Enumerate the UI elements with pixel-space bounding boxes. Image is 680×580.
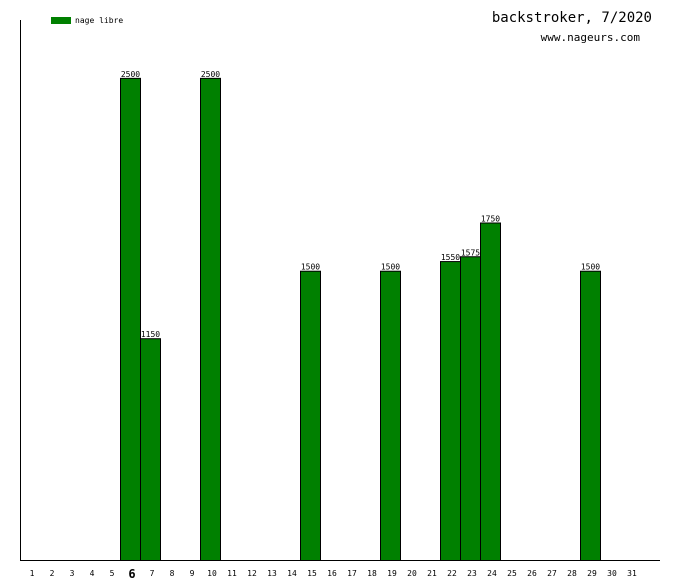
x-tick-label: 11 bbox=[227, 569, 237, 578]
x-tick-label: 15 bbox=[307, 569, 317, 578]
x-tick-label: 27 bbox=[547, 569, 557, 578]
x-tick-label: 8 bbox=[170, 569, 175, 578]
x-tick-label: 28 bbox=[567, 569, 577, 578]
x-tick-label: 5 bbox=[110, 569, 115, 578]
x-tick-label: 1 bbox=[30, 569, 35, 578]
x-tick-label: 16 bbox=[327, 569, 337, 578]
bar-value-label: 1500 bbox=[581, 263, 600, 272]
x-tick-label: 13 bbox=[267, 569, 277, 578]
legend-swatch bbox=[51, 17, 71, 24]
x-tick-label: 4 bbox=[90, 569, 95, 578]
bar-value-label: 1575 bbox=[461, 248, 480, 257]
x-tick-label: 3 bbox=[70, 569, 75, 578]
bar bbox=[200, 77, 221, 561]
bar bbox=[580, 270, 601, 561]
bar-value-label: 2500 bbox=[201, 70, 220, 79]
bar bbox=[460, 256, 481, 561]
chart-title: backstroker, 7/2020 bbox=[491, 10, 652, 26]
bar-value-label: 2500 bbox=[121, 70, 140, 79]
chart-subtitle: www.nageurs.com bbox=[540, 31, 640, 44]
x-tick-label: 19 bbox=[387, 569, 397, 578]
bar bbox=[120, 77, 141, 561]
x-tick-label: 18 bbox=[367, 569, 377, 578]
x-tick-label: 6 bbox=[128, 567, 135, 580]
bar-value-label: 1150 bbox=[141, 330, 160, 339]
x-tick-label: 21 bbox=[427, 569, 437, 578]
bar bbox=[300, 270, 321, 561]
bar bbox=[440, 261, 461, 561]
bar-value-label: 1550 bbox=[441, 253, 460, 262]
x-tick-label: 12 bbox=[247, 569, 257, 578]
bar-value-label: 1500 bbox=[381, 263, 400, 272]
x-tick-label: 2 bbox=[50, 569, 55, 578]
legend: nage libre bbox=[51, 16, 123, 25]
x-tick-label: 30 bbox=[607, 569, 617, 578]
x-tick-label: 7 bbox=[150, 569, 155, 578]
x-tick-label: 24 bbox=[487, 569, 497, 578]
x-tick-label: 20 bbox=[407, 569, 417, 578]
bar-value-label: 1750 bbox=[481, 215, 500, 224]
x-tick-label: 29 bbox=[587, 569, 597, 578]
x-tick-label: 14 bbox=[287, 569, 297, 578]
bar bbox=[380, 270, 401, 561]
bar bbox=[480, 222, 501, 561]
x-tick-label: 23 bbox=[467, 569, 477, 578]
x-tick-label: 22 bbox=[447, 569, 457, 578]
bar bbox=[140, 338, 161, 562]
legend-label: nage libre bbox=[75, 16, 124, 25]
x-tick-label: 9 bbox=[190, 569, 195, 578]
x-tick-label: 25 bbox=[507, 569, 517, 578]
x-tick-label: 17 bbox=[347, 569, 357, 578]
x-tick-label: 26 bbox=[527, 569, 537, 578]
x-tick-label: 31 bbox=[627, 569, 637, 578]
bar-value-label: 1500 bbox=[301, 263, 320, 272]
x-tick-label: 10 bbox=[207, 569, 217, 578]
